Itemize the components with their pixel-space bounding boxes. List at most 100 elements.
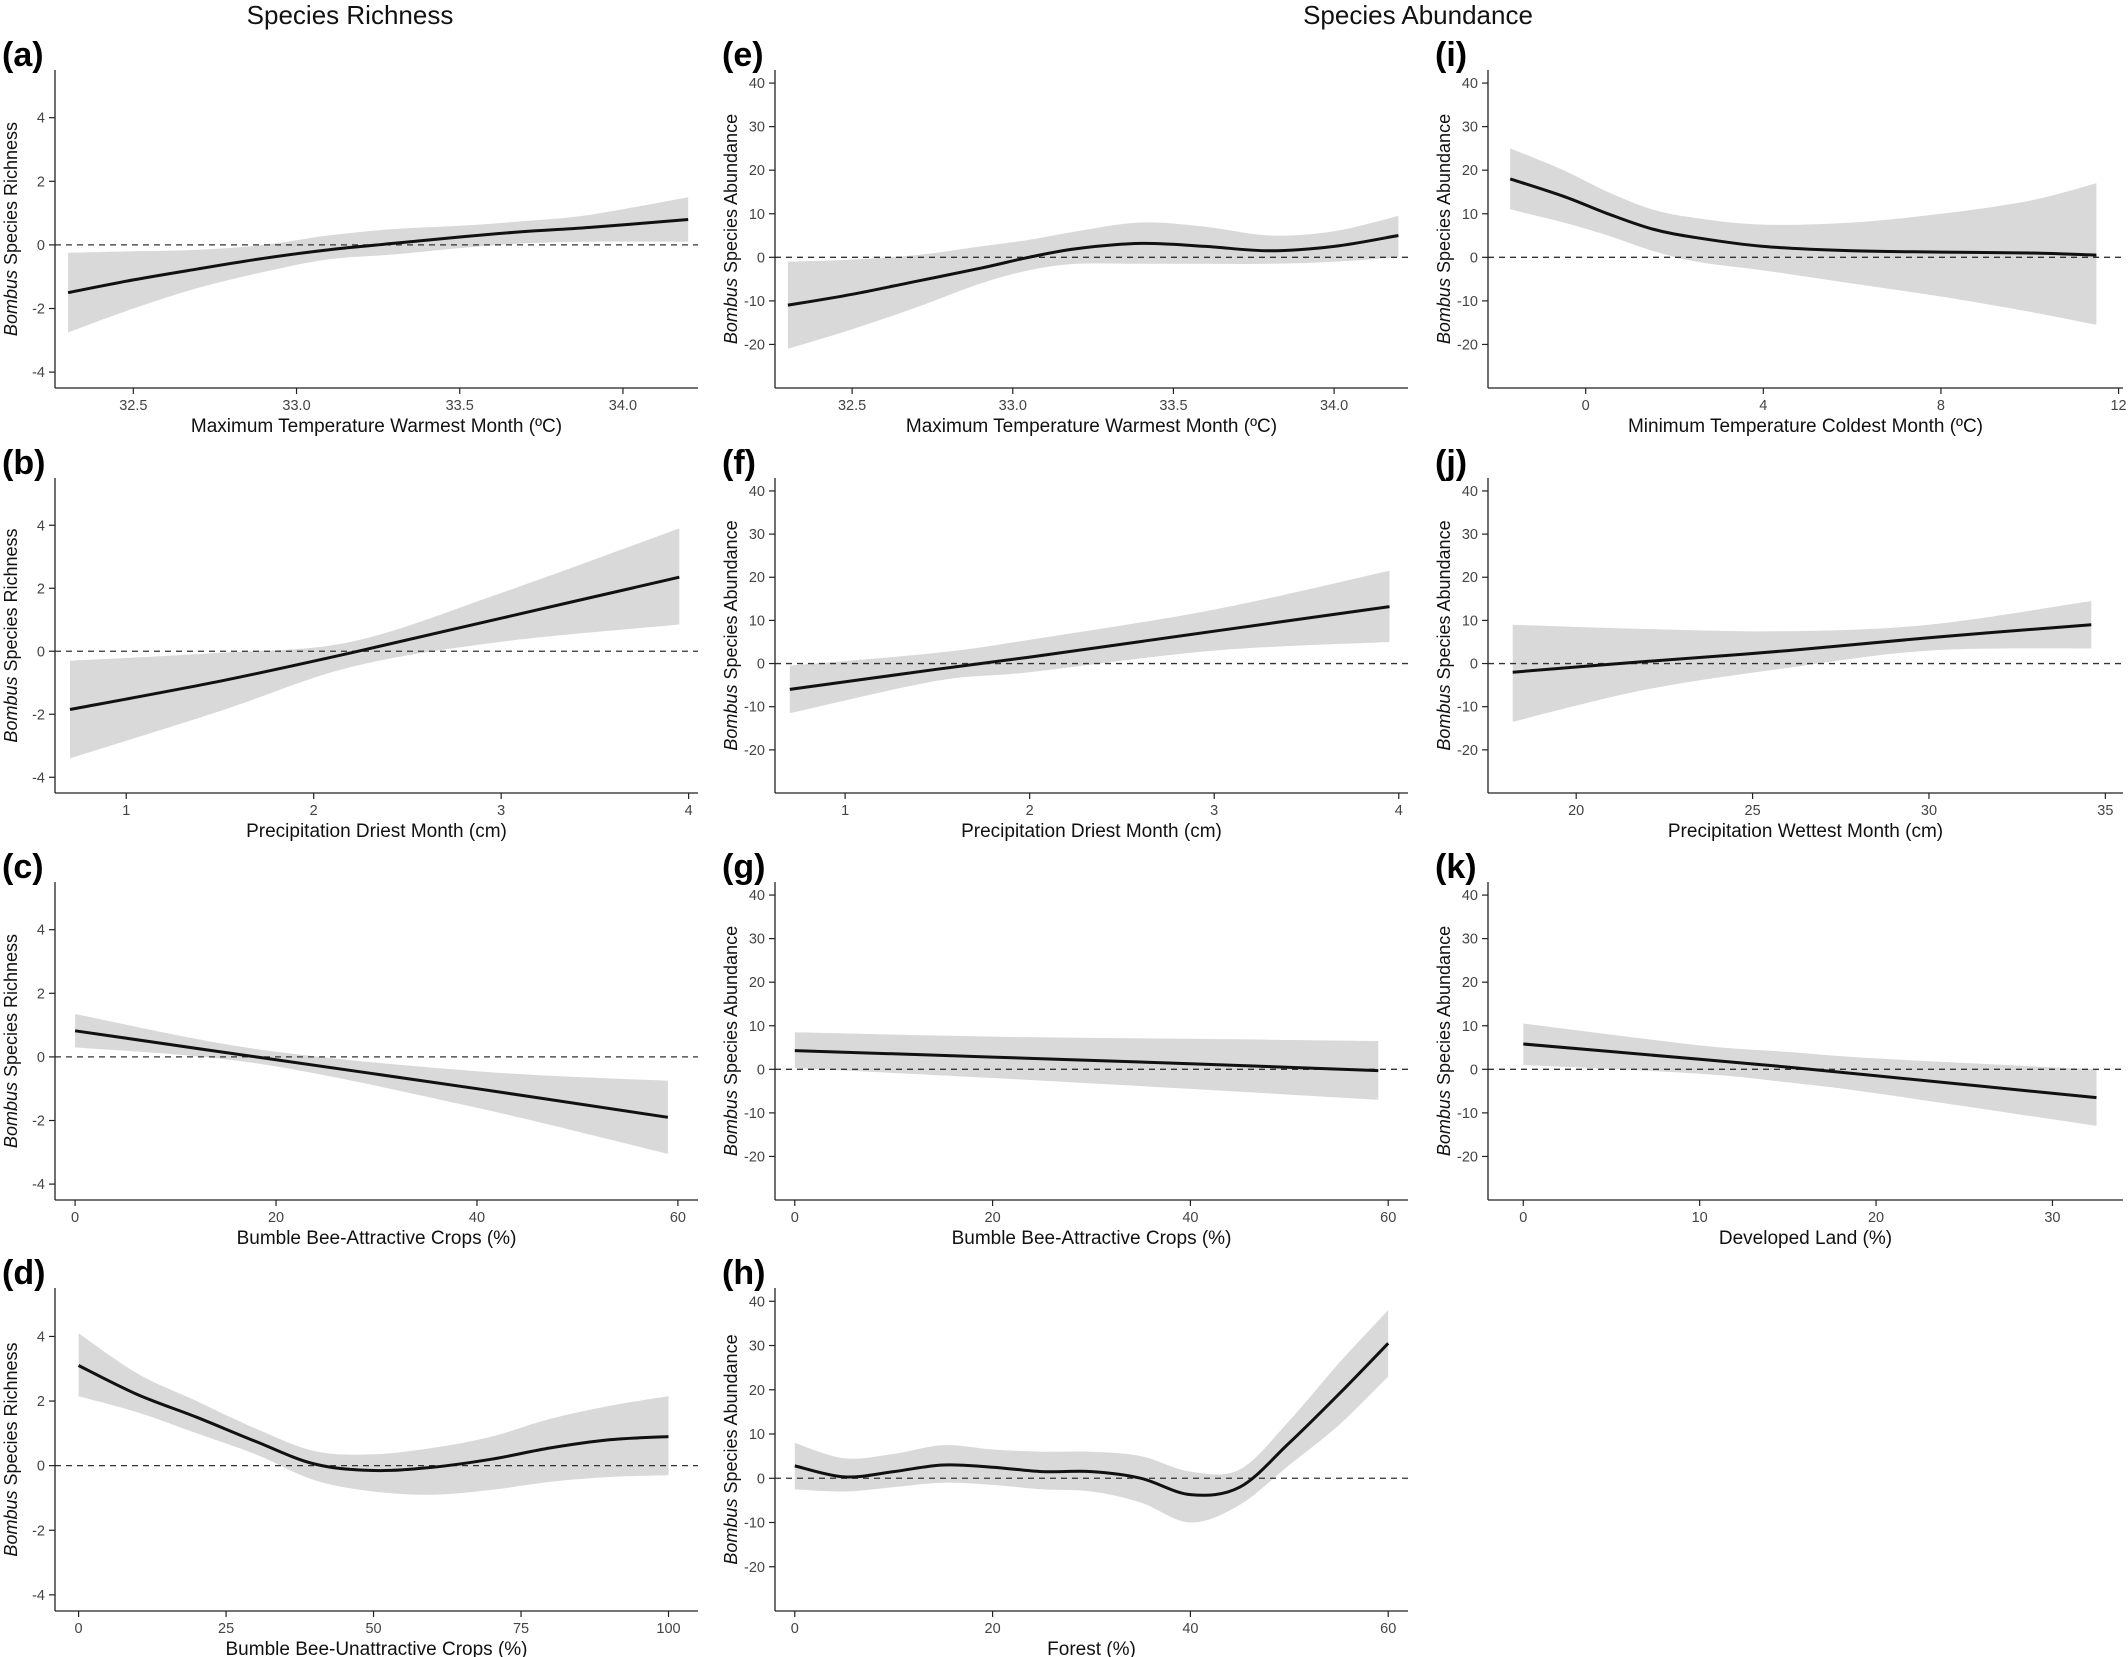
panel-c-label: (c) — [2, 848, 44, 886]
y-tick-label: 40 — [1462, 888, 1478, 904]
confidence-band — [68, 197, 689, 333]
x-tick-label: 60 — [1380, 1210, 1396, 1226]
x-tick-label: 34.0 — [1320, 398, 1348, 414]
y-axis-label: Bombus Species Abundance — [1434, 926, 1454, 1156]
x-tick-label: 0 — [791, 1210, 799, 1226]
x-axis-label: Precipitation Driest Month (cm) — [961, 821, 1222, 842]
y-tick-label: 20 — [749, 570, 765, 586]
y-axis-label-measure: Species Abundance — [721, 520, 741, 684]
x-tick-label: 3 — [1210, 803, 1218, 819]
confidence-band — [1523, 1023, 2097, 1126]
fitted-line — [794, 1049, 1379, 1073]
fitted-line — [77, 1364, 669, 1473]
y-tick-label: -2 — [32, 302, 45, 318]
fitted-line — [67, 218, 689, 295]
panel-k-label: (k) — [1435, 848, 1477, 886]
panel-i-chart: 0 4 8 12 -20 -10 0 10 20 30 40 Minimum Temperature … — [1434, 36, 2127, 437]
x-axis-label: Bumble Bee-Attractive Crops (%) — [237, 1228, 517, 1249]
panel-d-label: (d) — [2, 1254, 45, 1292]
y-axis-label: Bombus Species Abundance — [721, 926, 741, 1156]
y-axis-label-genus: Bombus — [1, 270, 21, 336]
y-tick-label: 40 — [749, 76, 765, 92]
y-tick-label: -10 — [1457, 1106, 1478, 1122]
y-axis-label: Bombus Species Richness — [1, 934, 21, 1148]
panel-b-label: (b) — [2, 444, 45, 482]
panel-e-label: (e) — [722, 36, 764, 74]
panel-j-label: (j) — [1435, 444, 1467, 482]
y-tick-label: -10 — [744, 1516, 765, 1532]
y-tick-label: -4 — [32, 1588, 45, 1604]
x-tick-label: 30 — [2044, 1210, 2060, 1226]
y-tick-label: -2 — [32, 1523, 45, 1539]
y-axis-label-genus: Bombus — [1, 1491, 21, 1557]
x-tick-label: 60 — [670, 1210, 686, 1226]
x-axis-label: Bumble Bee-Unattractive Crops (%) — [226, 1639, 528, 1657]
x-tick-label: 10 — [1692, 1210, 1708, 1226]
confidence-band — [75, 1014, 668, 1154]
y-axis-label-genus: Bombus — [1, 677, 21, 743]
x-tick-label: 33.5 — [446, 398, 474, 414]
y-axis-label-measure: Species Richness — [1, 122, 21, 270]
x-tick-label: 2 — [1026, 803, 1034, 819]
fitted-line — [69, 575, 680, 711]
y-axis-label: Bombus Species Abundance — [721, 520, 741, 750]
y-tick-label: -10 — [744, 1106, 765, 1122]
confidence-band — [794, 1310, 1389, 1523]
y-tick-label: -2 — [32, 1114, 45, 1130]
y-axis-label-genus: Bombus — [721, 278, 741, 344]
y-tick-label: -4 — [32, 365, 45, 381]
y-tick-label: 0 — [37, 1050, 45, 1066]
y-axis-label-measure: Species Richness — [1, 934, 21, 1082]
x-tick-label: 40 — [1182, 1210, 1198, 1226]
x-tick-label: 20 — [985, 1621, 1001, 1637]
y-tick-label: -20 — [744, 743, 765, 759]
y-tick-label: 0 — [37, 1459, 45, 1475]
y-axis-label-measure: Species Abundance — [1434, 114, 1454, 278]
x-tick-label: 0 — [791, 1621, 799, 1637]
y-tick-label: 30 — [749, 120, 765, 136]
y-axis-label: Bombus Species Abundance — [721, 114, 741, 344]
y-tick-label: 0 — [1470, 1062, 1478, 1078]
y-tick-label: 20 — [1462, 975, 1478, 991]
y-tick-label: 40 — [749, 484, 765, 500]
panel-e-chart: 32.5 33.0 33.5 34.0 -20 -10 0 10 20 30 40 Maximum T… — [721, 36, 1408, 437]
x-tick-label: 8 — [1937, 398, 1945, 414]
x-axis-label: Developed Land (%) — [1719, 1228, 1892, 1249]
y-tick-label: 0 — [1470, 250, 1478, 266]
x-tick-label: 20 — [1868, 1210, 1884, 1226]
y-axis-label: Bombus Species Abundance — [1434, 520, 1454, 750]
y-axis-label-measure: Species Richness — [1, 1342, 21, 1490]
y-axis-label-measure: Species Abundance — [721, 1334, 741, 1498]
y-tick-label: 4 — [37, 111, 45, 127]
y-tick-label: 2 — [37, 1394, 45, 1410]
x-tick-label: 33.0 — [282, 398, 310, 414]
y-tick-label: 40 — [749, 1294, 765, 1310]
x-axis-label: Precipitation Wettest Month (cm) — [1668, 821, 1943, 842]
y-tick-label: 20 — [749, 1383, 765, 1399]
y-tick-label: 20 — [749, 975, 765, 991]
x-tick-label: 25 — [218, 1621, 234, 1637]
y-tick-label: 30 — [749, 1339, 765, 1355]
y-axis-label-measure: Species Abundance — [1434, 926, 1454, 1090]
y-tick-label: -10 — [744, 700, 765, 716]
y-tick-label: 0 — [757, 1062, 765, 1078]
x-tick-label: 4 — [1395, 803, 1403, 819]
fitted-line — [789, 605, 1390, 691]
y-tick-label: 30 — [1462, 932, 1478, 948]
y-tick-label: 30 — [1462, 527, 1478, 543]
y-tick-label: -2 — [32, 707, 45, 723]
y-tick-label: 10 — [749, 1019, 765, 1035]
x-tick-label: 33.5 — [1159, 398, 1187, 414]
y-axis-label-genus: Bombus — [721, 685, 741, 751]
fitted-line — [74, 1029, 669, 1119]
y-axis-label: Bombus Species Abundance — [721, 1334, 741, 1564]
confidence-band — [1510, 148, 2097, 325]
y-tick-label: 2 — [37, 986, 45, 1002]
y-tick-label: -20 — [744, 1560, 765, 1576]
y-tick-label: 40 — [749, 888, 765, 904]
x-axis-label: Precipitation Driest Month (cm) — [246, 821, 507, 842]
y-tick-label: -20 — [744, 1149, 765, 1165]
y-tick-label: -10 — [1457, 700, 1478, 716]
y-axis-label-measure: Species Richness — [1, 528, 21, 676]
